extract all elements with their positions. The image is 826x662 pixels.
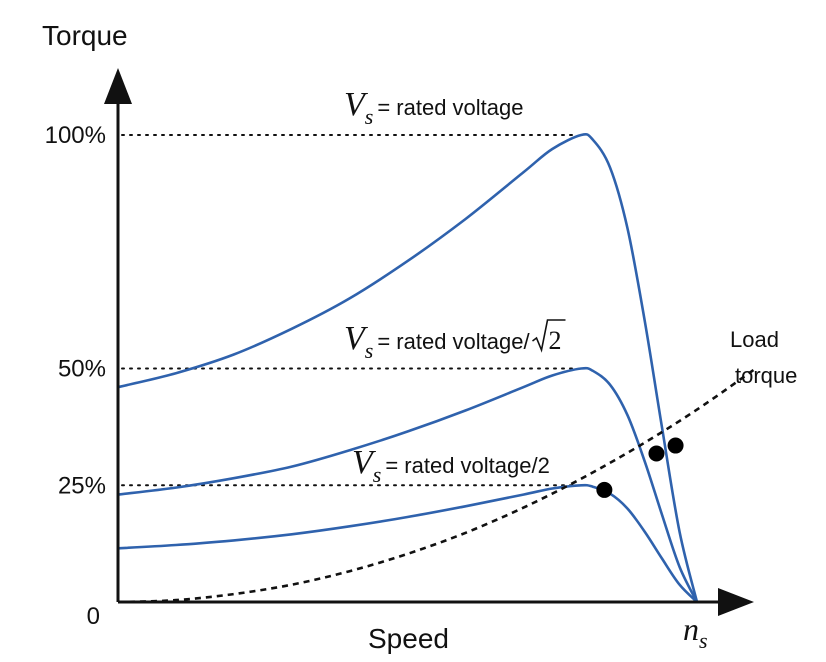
curve-annotation: Vs = rated voltage/2 [352, 444, 550, 487]
torque-curve [117, 483, 698, 603]
intersection-point [596, 481, 613, 498]
annotation-subscript: s [373, 462, 382, 487]
annotation-text: = rated voltage [377, 95, 523, 120]
x-end-subscript: s [699, 628, 708, 653]
sqrt-sign [532, 319, 566, 353]
y-tick-label: 100% [45, 122, 106, 149]
guide-lines [121, 134, 577, 487]
y-tick-label: 25% [58, 472, 106, 499]
x-axis-arrow [718, 588, 754, 616]
load-label-line1: Load [730, 327, 779, 352]
torque-curve [117, 366, 699, 603]
torque-curves [117, 132, 699, 603]
x-axis-end-label: ns [683, 611, 708, 653]
y-axis-title: Torque [42, 20, 128, 51]
sqrt-radicand: 2 [549, 326, 562, 355]
x-end-symbol: n [683, 611, 699, 647]
torque-curve [117, 132, 699, 603]
intersection-point [667, 437, 684, 454]
load-torque-group: Load torque [117, 327, 797, 604]
annotation-subscript: s [365, 338, 374, 363]
curve-annotations: Vs = rated voltage Vs = rated voltage/2 Vs = … [344, 86, 566, 487]
curve-annotation: Vs = rated voltage/ [344, 320, 531, 363]
annotation-text: = rated voltage/2 [385, 453, 550, 478]
y-tick-label: 0 [87, 603, 100, 630]
intersection-points [596, 437, 684, 498]
y-tick-labels: 0 25% 50% 100% [45, 122, 106, 630]
load-torque-curve [117, 367, 756, 604]
annotation-text: = rated voltage/ [377, 329, 530, 354]
annotation-subscript: s [365, 104, 374, 129]
load-label-line2: torque [735, 363, 797, 388]
y-tick-label: 50% [58, 356, 106, 383]
y-axis-arrow [104, 68, 132, 104]
intersection-point [648, 445, 665, 462]
x-axis-title: Speed [368, 623, 449, 654]
curve-annotation: Vs = rated voltage [344, 86, 524, 129]
